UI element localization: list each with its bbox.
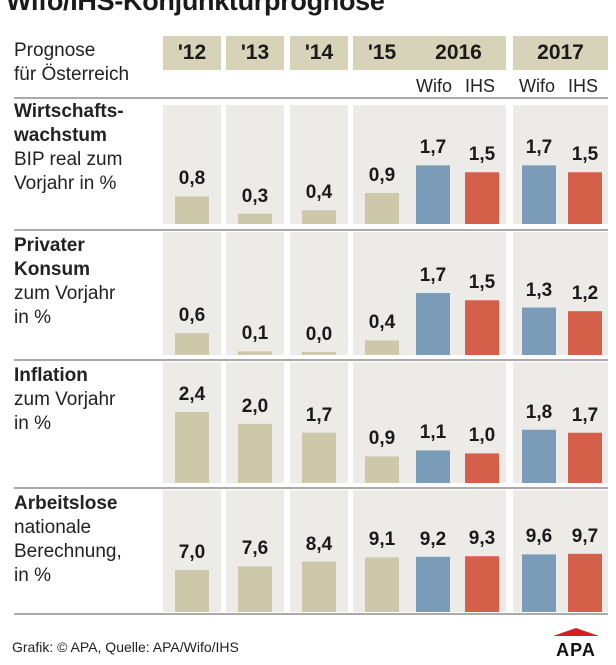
panel-bg <box>353 232 411 355</box>
data-label: 1,5 <box>468 272 496 294</box>
chart-title: Wifo/IHS-Konjunkturprognose <box>6 0 385 16</box>
bar <box>238 566 272 612</box>
bar <box>568 553 602 612</box>
institute-label: IHS <box>465 76 496 96</box>
bar <box>238 213 272 224</box>
data-label: 1,2 <box>571 283 599 305</box>
data-label: 1,7 <box>305 404 333 426</box>
year-header: '12 <box>163 36 221 70</box>
institute-label: IHS <box>568 76 599 96</box>
apa-logo: APA <box>553 628 599 658</box>
data-label: 1,7 <box>419 264 447 286</box>
row-label: Inflation zum Vorjahr in % <box>14 365 116 434</box>
panel-bg <box>226 232 284 355</box>
data-label: 9,2 <box>419 528 447 550</box>
bar <box>522 165 556 224</box>
data-label: 1,1 <box>419 422 447 444</box>
year-header: '15 <box>353 36 411 70</box>
data-label: 0,9 <box>368 428 396 450</box>
bar <box>175 196 209 224</box>
bar <box>365 456 399 483</box>
data-label: 2,4 <box>178 384 206 405</box>
data-label: 0,6 <box>178 305 206 327</box>
data-label: 0,3 <box>241 185 269 207</box>
header-label-line2: für Österreich <box>14 64 130 85</box>
bar <box>568 172 602 224</box>
bar <box>238 351 272 355</box>
bar <box>365 192 399 224</box>
data-label: 2,0 <box>241 395 269 417</box>
bar <box>365 557 399 612</box>
institute-label: Wifo <box>416 76 452 96</box>
header-label-line1: Prognose <box>14 40 96 61</box>
bar <box>416 292 450 355</box>
data-label: 1,5 <box>571 144 599 166</box>
bar <box>175 333 209 355</box>
bar <box>175 412 209 483</box>
svg-text:APA: APA <box>556 640 596 658</box>
bar <box>465 453 499 483</box>
data-label: 0,0 <box>305 324 333 345</box>
panel-bg <box>226 105 284 224</box>
data-label: 1,7 <box>419 137 447 159</box>
bar <box>465 300 499 355</box>
bar <box>465 556 499 612</box>
bar <box>416 450 450 483</box>
bar <box>522 429 556 483</box>
year-header: 2017 <box>513 36 608 70</box>
data-label: 0,1 <box>241 323 269 345</box>
row-label: Arbeitslose nationale Berechnung, in % <box>14 493 122 586</box>
bar <box>238 423 272 483</box>
data-label: 1,3 <box>525 279 553 301</box>
institute-label: Wifo <box>519 76 555 96</box>
data-label: 1,7 <box>525 137 553 159</box>
row-label: Privater Konsum zum Vorjahr in % <box>14 235 116 328</box>
panel-bg <box>290 105 348 224</box>
bar <box>175 570 209 612</box>
bar <box>465 172 499 224</box>
bar <box>568 311 602 355</box>
data-label: 7,0 <box>178 542 206 563</box>
year-header: '13 <box>226 36 284 70</box>
bar <box>365 340 399 355</box>
bar <box>522 307 556 355</box>
year-header: 2016 <box>411 36 506 70</box>
data-label: 9,3 <box>468 528 496 550</box>
data-label: 9,1 <box>368 529 396 551</box>
data-label: 1,5 <box>468 144 496 166</box>
data-label: 0,9 <box>368 164 396 186</box>
data-label: 1,8 <box>525 401 553 423</box>
panel-bg <box>290 232 348 355</box>
bar <box>568 432 602 483</box>
bar <box>302 432 336 483</box>
data-label: 8,4 <box>305 533 333 555</box>
data-label: 7,6 <box>241 538 269 560</box>
data-label: 9,7 <box>571 525 599 547</box>
data-label: 0,4 <box>305 182 333 204</box>
source-footer: Grafik: © APA, Quelle: APA/Wifo/IHS <box>12 639 239 655</box>
data-label: 9,6 <box>525 526 553 548</box>
bar <box>416 556 450 612</box>
bar <box>302 352 336 355</box>
bar <box>302 561 336 612</box>
data-label: 1,7 <box>571 404 599 426</box>
bar <box>302 210 336 224</box>
bar <box>416 165 450 224</box>
data-label: 0,8 <box>178 168 206 190</box>
row-label: Wirtschafts-wachstum BIP real zum Vorjahr … <box>14 101 124 194</box>
data-label: 0,4 <box>368 312 396 334</box>
data-label: 1,0 <box>468 425 496 447</box>
year-header: '14 <box>290 36 348 70</box>
bar <box>522 554 556 612</box>
